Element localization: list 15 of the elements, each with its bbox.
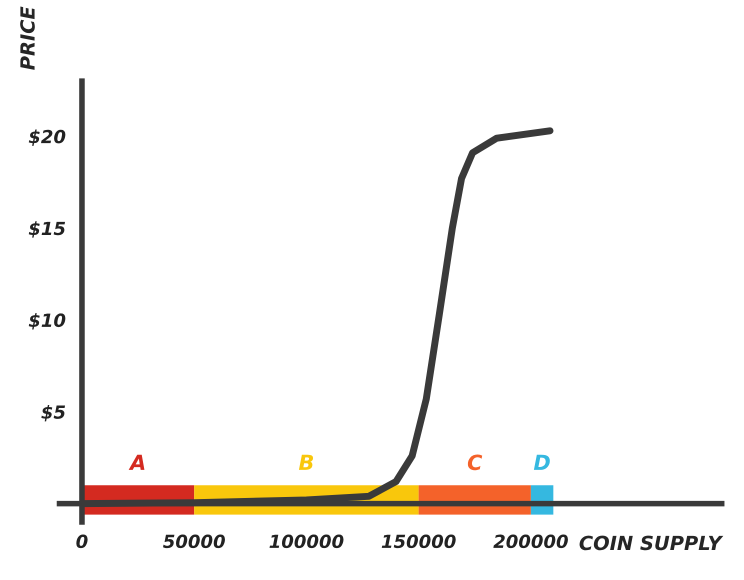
band-label: B	[298, 454, 314, 470]
y-tick-label: $10	[28, 313, 66, 330]
y-axis-title: PRICE	[20, 6, 35, 70]
y-tick-label: $5	[41, 404, 66, 422]
band-label: A	[128, 454, 144, 470]
y-tick-label: $20	[28, 129, 66, 146]
x-tick-label: 50000	[163, 534, 225, 548]
band-label: C	[468, 454, 482, 470]
band-label: D	[534, 454, 550, 470]
x-tick-label: 150000	[382, 534, 456, 548]
x-tick-label: 200000	[493, 534, 568, 548]
y-tick-label: $15	[28, 221, 66, 238]
x-tick-label: 0	[76, 534, 88, 548]
x-tick-label: 100000	[270, 534, 344, 548]
x-axis-title: COIN SUPPLY	[580, 536, 724, 550]
